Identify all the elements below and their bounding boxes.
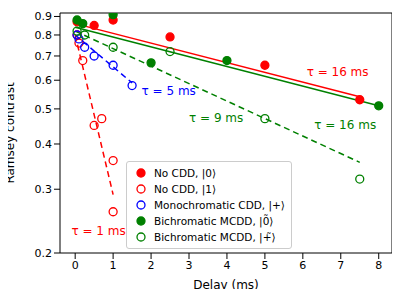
- svg-text:Delay (ms): Delay (ms): [193, 278, 259, 289]
- svg-text:4: 4: [223, 259, 230, 272]
- svg-text:8: 8: [375, 259, 382, 272]
- svg-text:τ = 16 ms: τ = 16 ms: [307, 65, 369, 79]
- html-text:Bichromatic MCDD, |+̃⟩: Bichromatic MCDD, |+̃⟩: [154, 231, 276, 243]
- svg-text:0.4: 0.4: [35, 138, 53, 151]
- svg-text:0.2: 0.2: [35, 247, 53, 260]
- svg-text:τ = 9 ms: τ = 9 ms: [189, 111, 243, 125]
- svg-text:0.5: 0.5: [35, 103, 53, 116]
- svg-text:τ = 1 ms: τ = 1 ms: [71, 224, 125, 238]
- svg-text:1: 1: [110, 259, 117, 272]
- html-text:Bichromatic MCDD, |0̃⟩: Bichromatic MCDD, |0̃⟩: [154, 215, 274, 227]
- html-text:No CDD, |1⟩: No CDD, |1⟩: [154, 183, 217, 195]
- svg-text:5: 5: [261, 259, 268, 272]
- svg-text:0.6: 0.6: [35, 74, 53, 87]
- svg-text:0: 0: [72, 259, 79, 272]
- svg-text:0.8: 0.8: [35, 29, 53, 42]
- svg-text:7: 7: [337, 259, 344, 272]
- html-text:Monochromatic CDD, |+⟩: Monochromatic CDD, |+⟩: [154, 199, 285, 211]
- svg-text:3: 3: [186, 259, 193, 272]
- svg-text:6: 6: [299, 259, 306, 272]
- svg-text:0.3: 0.3: [35, 183, 53, 196]
- svg-text:Ramsey contrast: Ramsey contrast: [8, 82, 17, 183]
- svg-text:0.7: 0.7: [35, 50, 53, 63]
- html-text:No CDD, |0⟩: No CDD, |0⟩: [154, 167, 217, 179]
- svg-text:τ = 5 ms: τ = 5 ms: [142, 84, 196, 98]
- svg-text:2: 2: [148, 259, 155, 272]
- svg-text:τ = 16 ms: τ = 16 ms: [314, 118, 376, 132]
- svg-text:0.9: 0.9: [35, 10, 53, 23]
